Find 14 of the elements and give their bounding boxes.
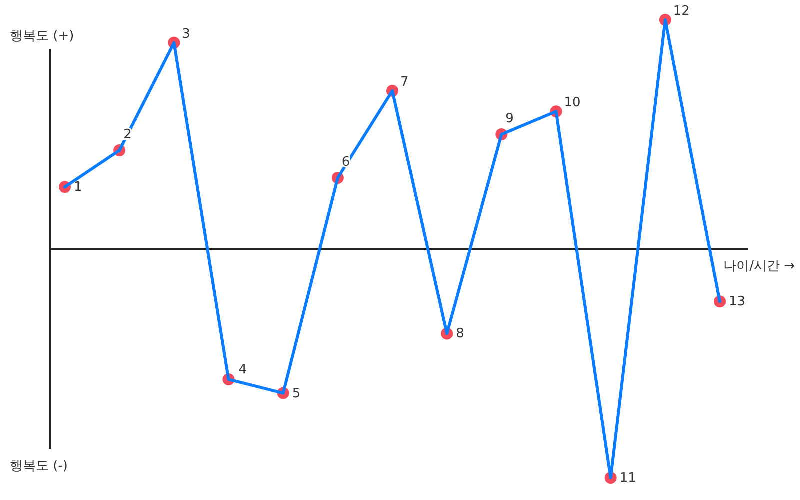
annotation: 9 bbox=[506, 112, 514, 126]
annotation: 1 bbox=[74, 180, 82, 196]
annotation: 11 bbox=[620, 471, 636, 486]
annotation: 4 bbox=[238, 362, 248, 378]
annotation: 7 bbox=[400, 74, 409, 90]
annotation: 행복도 (-) bbox=[10, 459, 68, 474]
annotation: 행복도 (+) bbox=[10, 29, 74, 44]
text: 12 bbox=[673, 4, 690, 19]
annotation: 13 bbox=[729, 294, 746, 310]
annotation: 8 bbox=[456, 326, 464, 342]
x-axis-title: 나이/시간 → bbox=[724, 259, 796, 274]
annotation: 3 bbox=[182, 26, 190, 42]
annotation: 10 bbox=[564, 96, 581, 111]
annotation: 5 bbox=[292, 386, 301, 402]
